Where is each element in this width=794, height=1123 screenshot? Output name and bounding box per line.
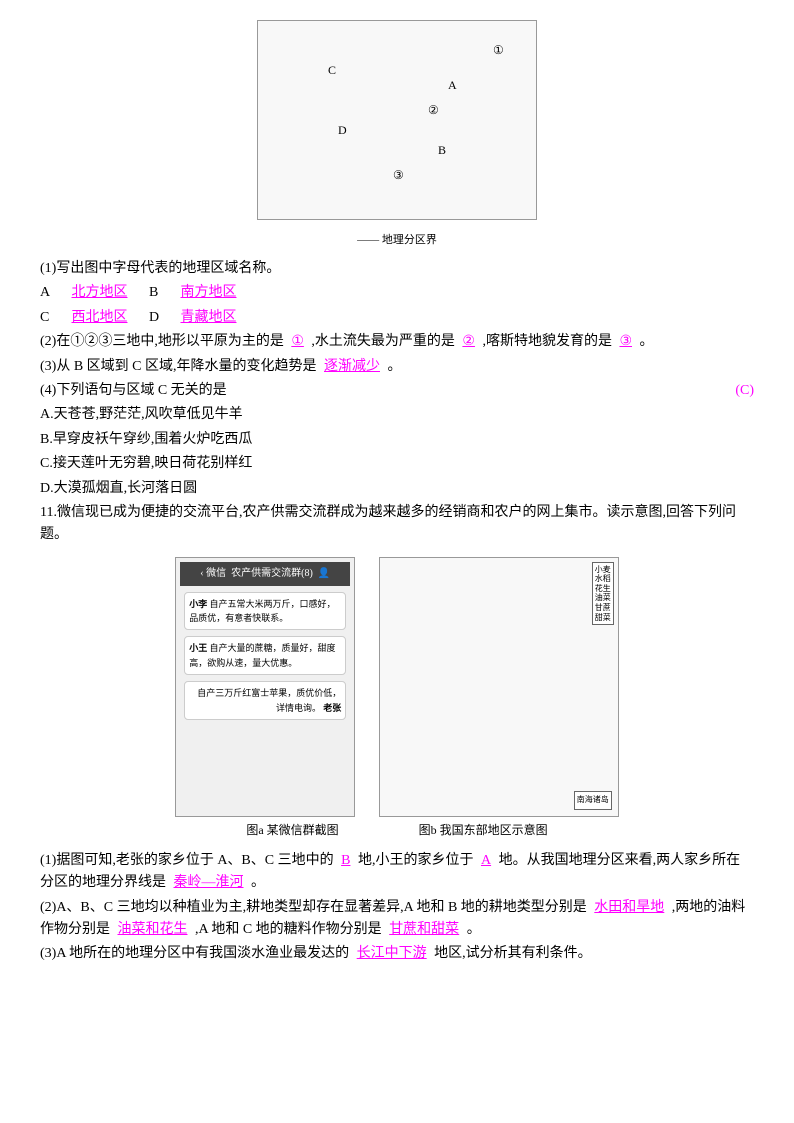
map1-container: A B C D ① ② ③ —— 地理分区界 xyxy=(40,20,754,250)
q11-intro: 11.微信现已成为便捷的交流平台,农产供需交流群成为越来越多的经销商和农户的网上… xyxy=(40,502,754,547)
chat-text-1: 自产五常大米两万斤，口感好，品质优，有意者快联系。 xyxy=(189,599,335,623)
map-label-D: D xyxy=(338,121,347,140)
q4-stem: (4)下列语句与区域 C 无关的是 xyxy=(40,383,227,398)
legend-item-2: 花生 xyxy=(595,584,611,594)
chat-name-2: 小王 xyxy=(189,643,207,653)
chat-text-2: 自产大量的蔗糖，质量好，甜度高，欲购从速，量大优惠。 xyxy=(189,643,335,667)
map2-inset: 南海诸岛 xyxy=(574,791,612,810)
q2-text2: ,水土流失最为严重的是 xyxy=(311,334,455,349)
chat-msg-3: 自产三万斤红富士苹果，质优价低，详情电询。 老张 xyxy=(184,681,346,720)
q3-text1: (3)从 B 区域到 C 区域,年降水量的变化趋势是 xyxy=(40,359,317,374)
q1-B-answer: 南方地区 xyxy=(177,285,241,300)
q4-optC: C.接天莲叶无穷碧,映日荷花别样红 xyxy=(40,453,754,475)
q11-3-ans1: 长江中下游 xyxy=(353,946,431,961)
chat-msg-1: 小李 自产五常大米两万斤，口感好，品质优，有意者快联系。 xyxy=(184,592,346,631)
q1-B-label: B xyxy=(149,282,173,304)
person-icon: 👤 xyxy=(318,568,330,579)
wechat-screenshot: ‹ 微信 农产供需交流群(8) 👤 小李 自产五常大米两万斤，口感好，品质优，有… xyxy=(175,557,355,817)
q2-ans1: ① xyxy=(287,334,308,349)
q3-line: (3)从 B 区域到 C 区域,年降水量的变化趋势是 逐渐减少 。 xyxy=(40,356,754,378)
map2-legend: 小麦 水稻 花生 油菜 甘蔗 甜菜 xyxy=(592,562,614,626)
q4-optB: B.早穿皮袄午穿纱,围着火炉吃西瓜 xyxy=(40,429,754,451)
q11-1-ans2: A xyxy=(477,853,495,868)
q1-row2: C 西北地区 D 青藏地区 xyxy=(40,307,754,329)
legend-item-5: 甜菜 xyxy=(595,613,611,623)
q11-1-line: (1)据图可知,老张的家乡位于 A、B、C 三地中的 B 地,小王的家乡位于 A… xyxy=(40,850,754,895)
q11-3-text1: (3)A 地所在的地理分区中有我国淡水渔业最发达的 xyxy=(40,946,349,961)
q3-ans: 逐渐减少 xyxy=(320,359,384,374)
legend-item-4: 甘蔗 xyxy=(595,603,611,613)
legend-item-1: 水稻 xyxy=(595,574,611,584)
q4-stem-line: (4)下列语句与区域 C 无关的是 (C) xyxy=(40,380,754,402)
q4-optA: A.天苍苍,野茫茫,风吹草低见牛羊 xyxy=(40,404,754,426)
chat-text-3: 自产三万斤红富士苹果，质优价低，详情电询。 xyxy=(197,688,341,712)
q11-2-text1: (2)A、B、C 三地均以种植业为主,耕地类型却存在显著差异,A 地和 B 地的… xyxy=(40,900,587,915)
caption-b: 图b 我国东部地区示意图 xyxy=(419,821,548,840)
q1-stem: (1)写出图中字母代表的地理区域名称。 xyxy=(40,258,754,280)
east-china-map: 小麦 水稻 花生 油菜 甘蔗 甜菜 南海诸岛 xyxy=(379,557,619,817)
q1-D-label: D xyxy=(149,307,173,329)
q11-2-ans3: 甘蔗和甜菜 xyxy=(385,922,463,937)
q11-1-ans1: B xyxy=(337,853,354,868)
q1-A-answer: 北方地区 xyxy=(68,285,132,300)
q2-text4: 。 xyxy=(640,334,654,349)
q11-2-ans1: 水田和旱地 xyxy=(590,900,668,915)
q2-ans2: ② xyxy=(458,334,479,349)
q4-answer: (C) xyxy=(735,380,754,402)
q2-text1: (2)在①②③三地中,地形以平原为主的是 xyxy=(40,334,284,349)
q4-optD: D.大漠孤烟直,长河落日圆 xyxy=(40,478,754,500)
map-label-B: B xyxy=(438,141,446,160)
caption-a: 图a 某微信群截图 xyxy=(246,821,338,840)
q11-1-text2: 地,小王的家乡位于 xyxy=(358,853,474,868)
q3-text2: 。 xyxy=(388,359,402,374)
map1-legend: —— 地理分区界 xyxy=(40,232,754,250)
map-label-2: ② xyxy=(428,101,439,120)
q11-2-text4: 。 xyxy=(467,922,481,937)
chat-name-3: 老张 xyxy=(323,703,341,713)
q2-line: (2)在①②③三地中,地形以平原为主的是 ① ,水土流失最为严重的是 ② ,喀斯… xyxy=(40,331,754,353)
q1-C-label: C xyxy=(40,307,64,329)
q11-1-text4: 。 xyxy=(251,875,265,890)
q11-1-text1: (1)据图可知,老张的家乡位于 A、B、C 三地中的 xyxy=(40,853,334,868)
china-regions-map: A B C D ① ② ③ xyxy=(257,20,537,220)
q1-row1: A 北方地区 B 南方地区 xyxy=(40,282,754,304)
q11-2-line: (2)A、B、C 三地均以种植业为主,耕地类型却存在显著差异,A 地和 B 地的… xyxy=(40,897,754,942)
q11-2-text3: ,A 地和 C 地的糖料作物分别是 xyxy=(195,922,382,937)
wechat-header: ‹ 微信 农产供需交流群(8) 👤 xyxy=(180,562,350,586)
q1-D-answer: 青藏地区 xyxy=(177,310,241,325)
wechat-title: 农产供需交流群(8) xyxy=(231,568,313,579)
map-label-A: A xyxy=(448,76,457,95)
legend-item-0: 小麦 xyxy=(595,565,611,575)
q2-text3: ,喀斯特地貌发育的是 xyxy=(482,334,612,349)
map-label-3: ③ xyxy=(393,166,404,185)
q11-3-text2: 地区,试分析其有利条件。 xyxy=(434,946,592,961)
q11-2-ans2: 油菜和花生 xyxy=(114,922,192,937)
legend-item-3: 油菜 xyxy=(595,593,611,603)
dual-image-row: ‹ 微信 农产供需交流群(8) 👤 小李 自产五常大米两万斤，口感好，品质优，有… xyxy=(40,557,754,840)
q2-ans3: ③ xyxy=(615,334,636,349)
back-icon: ‹ 微信 xyxy=(200,568,226,579)
q11-1-ans3: 秦岭—淮河 xyxy=(170,875,248,890)
map-label-1: ① xyxy=(493,41,504,60)
chat-name-1: 小李 xyxy=(189,599,207,609)
map-label-C: C xyxy=(328,61,336,80)
q11-3-line: (3)A 地所在的地理分区中有我国淡水渔业最发达的 长江中下游 地区,试分析其有… xyxy=(40,943,754,965)
q1-A-label: A xyxy=(40,282,64,304)
chat-msg-2: 小王 自产大量的蔗糖，质量好，甜度高，欲购从速，量大优惠。 xyxy=(184,636,346,675)
q1-C-answer: 西北地区 xyxy=(68,310,132,325)
